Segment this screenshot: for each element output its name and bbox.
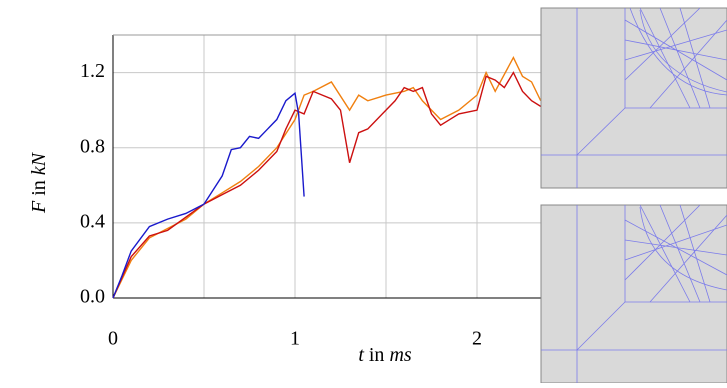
series-line (113, 93, 304, 298)
x-axis-label: t in ms (358, 344, 412, 366)
x-in: in (364, 344, 390, 366)
x-unit: ms (389, 344, 411, 366)
chart: 0 1 2 0.0 0.4 0.8 1.2 F in kN t in ms (0, 0, 727, 383)
y-in: in (28, 175, 50, 201)
x-tick-label: 1 (290, 328, 300, 350)
x-tick-label: 2 (472, 328, 482, 350)
y-tick-label: 0.0 (80, 286, 105, 308)
y-tick-label: 0.4 (80, 210, 105, 232)
y-axis-label: F in kN (28, 151, 50, 214)
inset-bottom (541, 205, 727, 383)
inset-frame (541, 205, 727, 383)
x-tick-label: 0 (108, 328, 118, 350)
inset-frame (541, 8, 727, 188)
y-tick-label: 1.2 (80, 60, 105, 82)
inset-top (541, 8, 727, 188)
y-tick-label: 0.8 (80, 135, 105, 157)
y-unit: kN (28, 151, 50, 175)
plot: 0 1 2 0.0 0.4 0.8 1.2 (80, 35, 568, 350)
y-var: F (28, 200, 50, 214)
